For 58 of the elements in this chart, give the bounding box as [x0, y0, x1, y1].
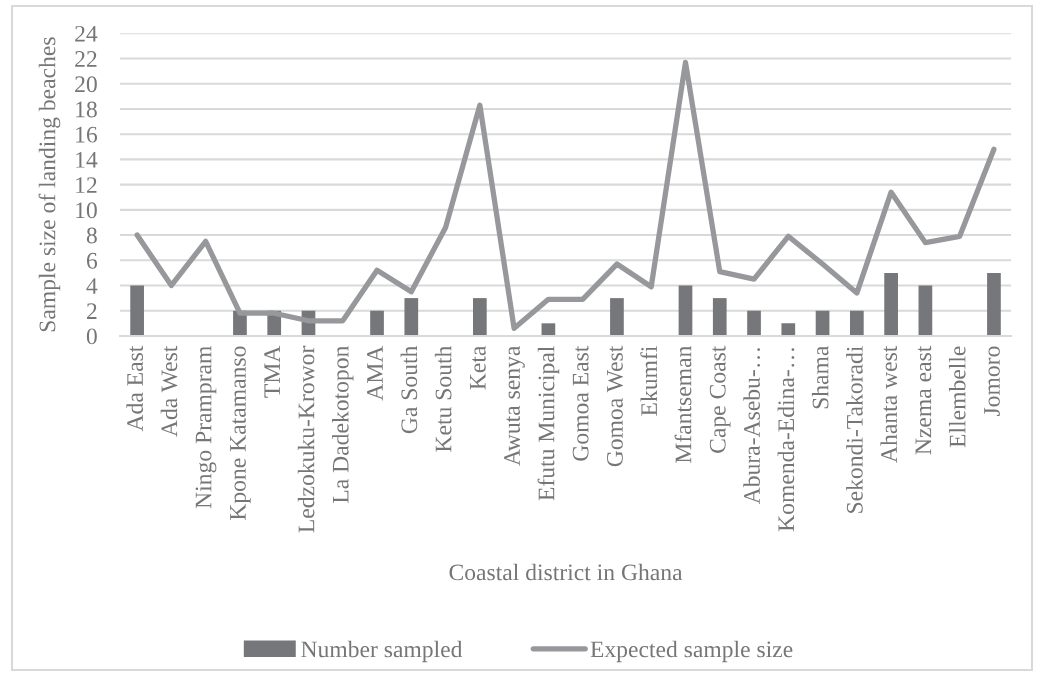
legend-label: Expected sample size — [590, 640, 793, 663]
x-tick-label: Ellembelle — [948, 346, 966, 448]
x-tick-label: Ketu South — [434, 345, 452, 452]
bar — [472, 298, 487, 336]
bar — [747, 310, 761, 336]
legend-label: Number sampled — [301, 640, 463, 663]
x-tick-label: Awuta senya — [504, 345, 525, 466]
y-tick-label: 2 — [86, 303, 97, 319]
x-tick-label: Ledzokuku-Krowor — [297, 345, 315, 533]
x-tick-label: Kpone Katamanso — [230, 346, 251, 521]
bar — [610, 298, 624, 336]
y-tick-label: 10 — [76, 202, 97, 219]
x-tick-label: Ekumfi — [640, 346, 658, 416]
x-tick-label: Gomoa West — [606, 345, 623, 467]
y-tick-label: 24 — [75, 25, 98, 42]
x-tick-label: Mfantseman — [674, 346, 692, 463]
y-tick-label: 6 — [86, 252, 98, 269]
x-tick-label: Gomoa East — [572, 345, 589, 461]
bar — [370, 310, 384, 336]
bar — [781, 323, 796, 336]
bar — [884, 272, 898, 336]
x-tick-label: Ga South — [400, 345, 418, 434]
x-tick-label: Nzema east — [915, 345, 932, 455]
y-tick-label: 4 — [86, 278, 98, 294]
bar — [404, 298, 419, 336]
x-tick-label: Ada West — [160, 345, 178, 437]
bar — [130, 285, 144, 336]
y-tick-label: 0 — [86, 328, 97, 345]
bar — [815, 310, 830, 336]
x-tick-label: Ningo Prampram — [195, 346, 217, 509]
x-tick-label: AMA — [367, 345, 383, 401]
x-tick-label: Ada East — [126, 345, 144, 432]
bar — [541, 323, 556, 336]
y-tick-label: 18 — [76, 101, 97, 118]
x-tick-label: Shama — [811, 345, 829, 409]
y-tick-label: 16 — [76, 126, 98, 143]
bar — [678, 285, 693, 336]
bar — [918, 285, 933, 336]
x-tick-label: Efutu Municipal — [537, 346, 560, 501]
x-tick-label: Abura-Asebu-… — [743, 348, 761, 505]
x-tick-label: Keta — [470, 345, 486, 390]
x-tick-label: La Dadekotopon — [332, 346, 354, 503]
x-tick-label: Komenda-Edina-… — [777, 348, 795, 532]
y-axis-title: Sample size of landing beaches — [38, 37, 61, 332]
y-tick-label: 22 — [75, 51, 97, 67]
x-tick-label: Ahanta west — [880, 345, 898, 463]
bar — [849, 310, 864, 336]
y-tick-label: 12 — [76, 177, 97, 193]
x-tick-label: Cape Coast — [709, 345, 731, 453]
bar — [987, 272, 1001, 336]
y-tick-label: 14 — [76, 152, 98, 168]
x-tick-label: Jomoro — [984, 346, 1000, 416]
y-tick-label: 20 — [75, 76, 97, 93]
x-axis-title: Coastal district in Ghana — [449, 563, 683, 581]
x-tick-label: Sekondi-Takoradi — [846, 346, 863, 513]
y-tick-label: 8 — [86, 227, 97, 244]
bar — [712, 298, 727, 336]
x-tick-label: TMA — [264, 345, 280, 398]
